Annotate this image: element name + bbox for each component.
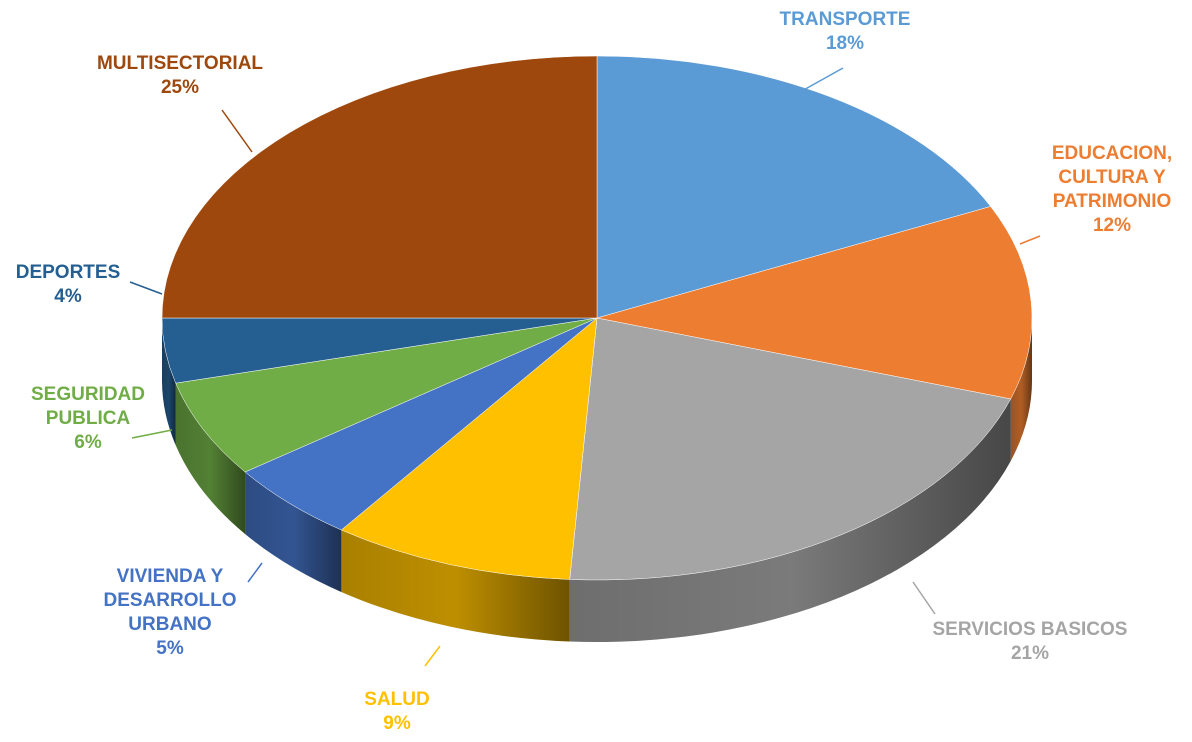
category-label: SERVICIOS BASICOS [932,619,1128,640]
value-label: 25% [160,77,200,98]
side-shade [245,471,342,592]
slice [340,317,598,580]
leader-line [424,645,441,667]
slice [175,317,598,473]
value-label: 6% [74,432,102,453]
slice-label: SERVICIOS BASICOS 21% [900,618,1160,666]
leader-line [131,429,173,439]
category-label: SALUD [364,689,430,710]
slice [596,206,1033,400]
value-label: 12% [1092,215,1132,236]
slice-label: DEPORTES 4% [0,261,138,309]
value-label: 5% [156,638,184,659]
side-shade [162,318,176,446]
side-shade [569,398,1011,643]
leader-line [799,67,844,93]
slice-label: EDUCACION, CULTURA Y PATRIMONIO 12% [1037,142,1187,238]
value-label: 18% [825,33,865,54]
slice-label: SALUD 9% [337,688,457,736]
category-label: VIVIENDA Y DESARROLLO URBANO [103,566,237,635]
leader-line [1019,235,1041,245]
category-label: SEGURIDAD PUBLICA [30,384,145,429]
leader-line [129,281,163,295]
slice-label: TRANSPORTE 18% [745,8,945,56]
category-label: MULTISECTORIAL [96,53,264,74]
value-label: 21% [1010,643,1050,664]
leader-line [221,109,253,153]
category-label: EDUCACION, CULTURA Y PATRIMONIO [1051,143,1173,212]
value-label: 4% [54,286,82,307]
slice-label: SEGURIDAD PUBLICA 6% [13,383,163,455]
slice [596,55,992,319]
slice [569,317,1012,581]
category-label: DEPORTES [15,262,121,283]
value-label: 9% [383,713,411,734]
side-shade [1010,318,1032,461]
slice-label: VIVIENDA Y DESARROLLO URBANO 5% [95,565,245,661]
leader-line [912,581,936,615]
category-label: TRANSPORTE [779,9,911,30]
side-shade [175,383,246,534]
slice-label: MULTISECTORIAL 25% [70,52,290,100]
side-shade [341,529,570,642]
slice [161,55,598,319]
leader-line [247,562,263,583]
